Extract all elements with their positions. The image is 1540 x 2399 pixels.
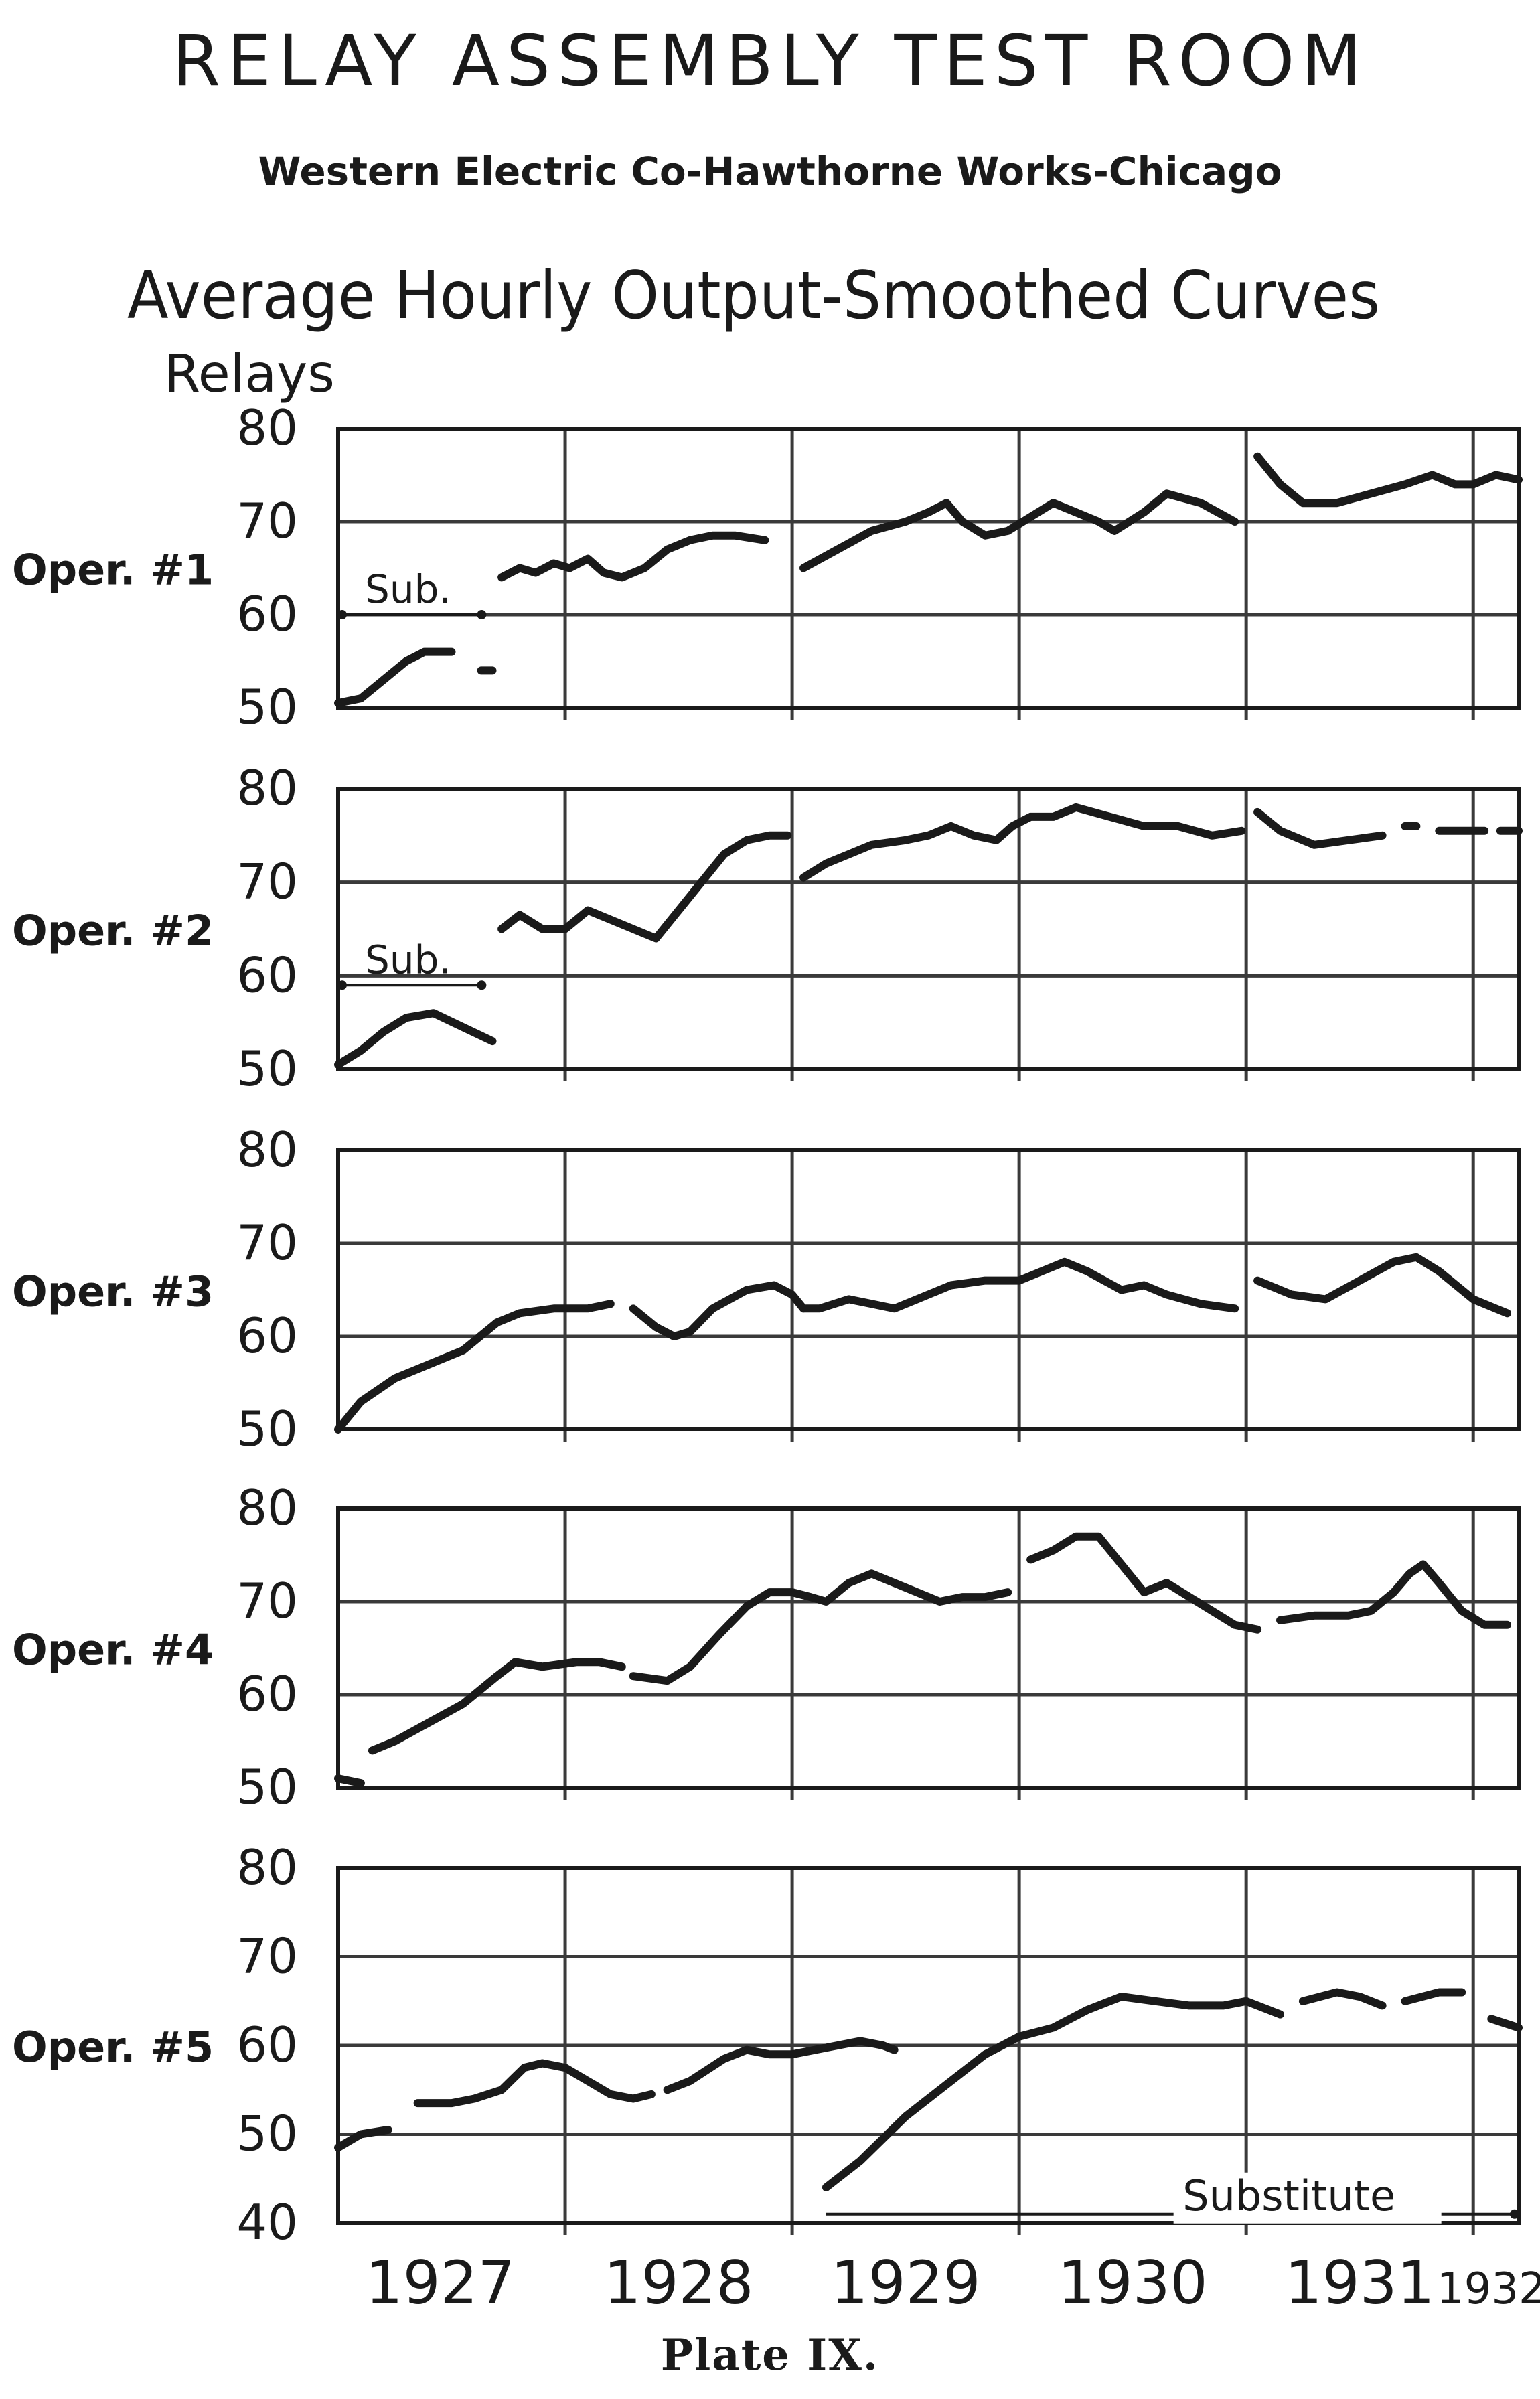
- y-tick-label: 80: [236, 760, 298, 816]
- operator-label: Oper. #2: [12, 907, 214, 955]
- series-segment: [413, 2059, 656, 2108]
- series-segment: [1298, 1988, 1387, 2010]
- series-segment: [629, 1281, 807, 1340]
- x-tick-label: 1930: [1058, 2248, 1208, 2317]
- x-axis: 1927 1928 1929 1930 1931 1932: [366, 2248, 1540, 2317]
- series-segment: [799, 803, 1246, 882]
- panel-frame: [336, 1148, 1521, 1431]
- operator-label: Oper. #4: [12, 1626, 214, 1675]
- series-segment: [1026, 1532, 1262, 1634]
- series-segment: [334, 1300, 615, 1434]
- panels-group: 50 60 70 80 Oper. #1 Sub. 50 60 70 80 Oper. #2 Sub.…: [12, 400, 1523, 2250]
- x-tick-label: 1929: [831, 2248, 981, 2317]
- main-title: RELAY ASSEMBLY TEST ROOM: [171, 20, 1369, 102]
- series-segment: [334, 2125, 392, 2152]
- y-tick-label: 80: [236, 1121, 298, 1178]
- panel-frame: [336, 1866, 1521, 2225]
- y-tick-label: 80: [236, 1480, 298, 1536]
- sub-arrow-head: [477, 610, 487, 619]
- sub-label: Sub.: [365, 937, 451, 982]
- y-tick-label: 60: [236, 2017, 298, 2073]
- plate-label: Plate IX.: [660, 2330, 880, 2380]
- series-segment: [663, 2037, 899, 2094]
- sub-label: Sub.: [365, 566, 451, 612]
- y-tick-label: 70: [236, 1573, 298, 1629]
- x-tick-label: 1927: [366, 2248, 516, 2317]
- y-tick-label: 80: [236, 1839, 298, 1895]
- x-tick-label: 1928: [604, 2248, 754, 2317]
- y-tick-label: 60: [236, 1308, 298, 1364]
- panel-oper-3: 50 60 70 80 Oper. #3: [12, 1121, 1521, 1457]
- series-segment: [334, 1009, 497, 1069]
- x-tick-label: 1931: [1285, 2248, 1435, 2317]
- sub-arrow-head: [337, 980, 347, 990]
- panel-frame: [336, 1506, 1521, 1790]
- sub-arrow-head: [477, 980, 487, 990]
- y-tick-label: 70: [236, 493, 298, 549]
- operator-label: Oper. #5: [12, 2023, 214, 2072]
- panel-oper-4: 50 60 70 80 Oper. #4: [12, 1480, 1521, 1815]
- y-tick-label: 50: [236, 1759, 298, 1815]
- series-segment: [629, 1569, 1012, 1685]
- y-tick-label: 70: [236, 854, 298, 910]
- operator-label: Oper. #3: [12, 1267, 214, 1316]
- y-tick-label: 60: [236, 586, 298, 642]
- panel-frame: [336, 787, 1521, 1071]
- series-segment: [822, 1993, 1284, 2191]
- sub-arrow-head: [337, 610, 347, 619]
- substitute-label-mask: [1173, 2172, 1442, 2224]
- series-segment: [1487, 2015, 1523, 2032]
- series-segment: [1253, 1253, 1511, 1318]
- series-segment: [1276, 1560, 1511, 1629]
- y-tick-label: 50: [236, 679, 298, 735]
- series-segment: [497, 831, 792, 943]
- subtitle: Western Electric Co-Hawthorne Works-Chic…: [258, 149, 1282, 194]
- series-segment: [334, 1774, 365, 1788]
- series-segment: [799, 1257, 1239, 1313]
- y-tick-label: 70: [236, 1215, 298, 1271]
- y-tick-label: 60: [236, 947, 298, 1003]
- series-segment: [1253, 452, 1523, 508]
- panel-frame: [336, 427, 1521, 710]
- substitute-label: Substitute: [1182, 2171, 1395, 2220]
- panel-oper-2: 50 60 70 80 Oper. #2 Sub.: [12, 760, 1523, 1097]
- y-tick-label: 60: [236, 1666, 298, 1722]
- substitute-arrow-head: [1510, 2209, 1519, 2219]
- y-tick-label: 50: [236, 1040, 298, 1097]
- y-tick-label: 50: [236, 2106, 298, 2162]
- y-tick-label: 80: [236, 400, 298, 456]
- x-tick-label: 1932: [1437, 2264, 1540, 2314]
- y-axis-label: Relays: [164, 344, 335, 404]
- series-segment: [799, 489, 1239, 572]
- y-tick-label: 40: [236, 2194, 298, 2250]
- series-segment: [1401, 1988, 1466, 2005]
- series-segment: [368, 1658, 626, 1755]
- y-tick-label: 70: [236, 1928, 298, 1985]
- panel-oper-1: 50 60 70 80 Oper. #1 Sub.: [12, 400, 1523, 735]
- y-tick-label: 50: [236, 1401, 298, 1457]
- series-segment: [334, 647, 456, 707]
- chart-title: Average Hourly Output-Smoothed Curves: [127, 258, 1381, 334]
- panel-oper-5: 40 50 60 70 80 Oper. #5 Substitute: [12, 1839, 1523, 2250]
- series-segment: [1253, 807, 1387, 849]
- series-segment: [497, 531, 769, 582]
- operator-label: Oper. #1: [12, 546, 214, 595]
